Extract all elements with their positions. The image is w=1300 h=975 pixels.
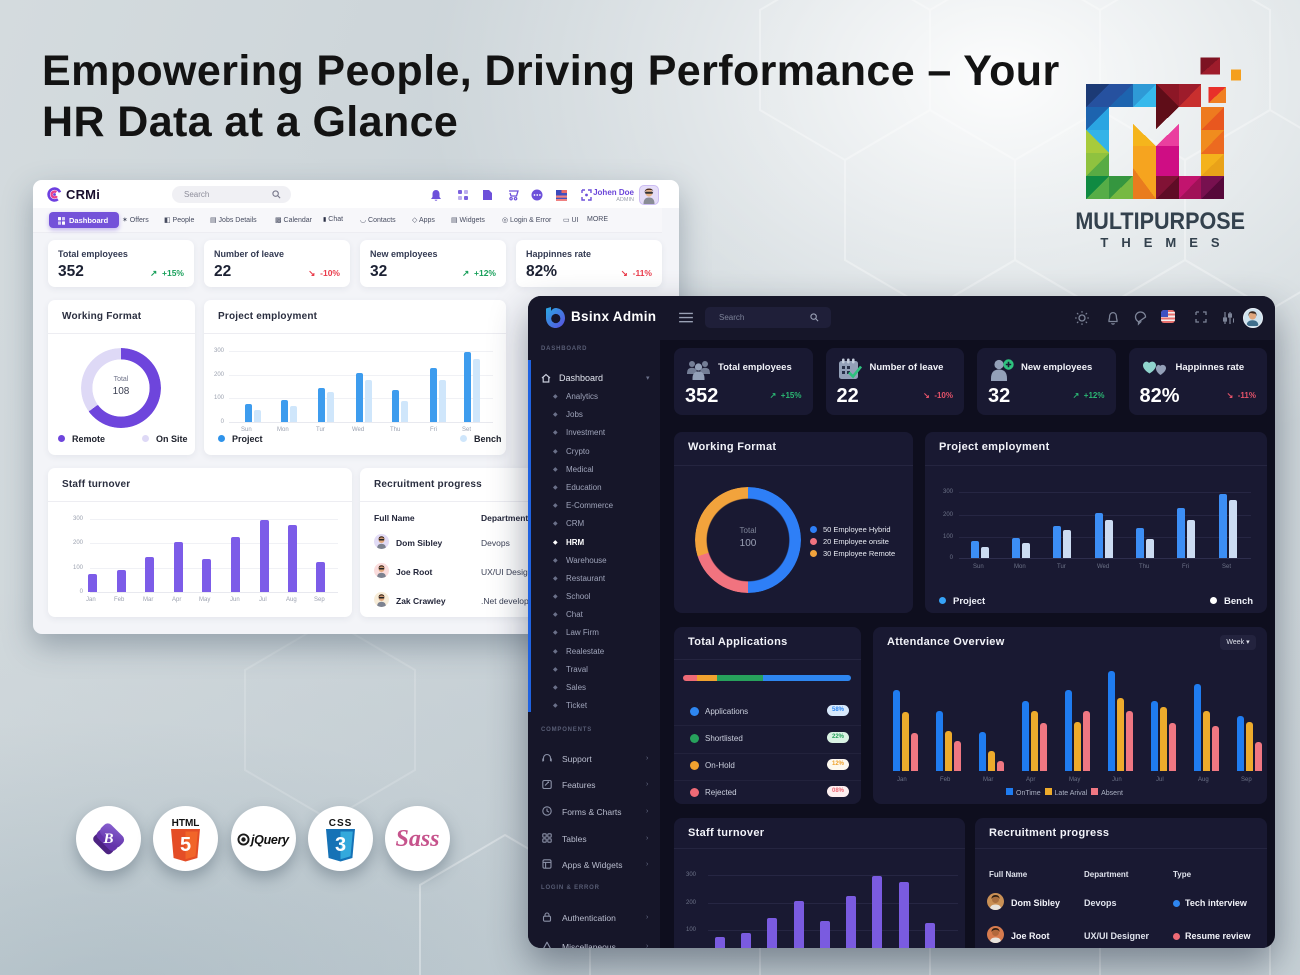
svg-text:3: 3 xyxy=(335,834,346,856)
svg-text:Sass: Sass xyxy=(395,826,439,852)
svg-text:B: B xyxy=(102,831,113,847)
svg-text:jQuery: jQuery xyxy=(249,833,290,847)
svg-text:5: 5 xyxy=(180,834,191,856)
svg-text:HTML: HTML xyxy=(172,818,200,829)
svg-text:CSS: CSS xyxy=(329,818,353,829)
